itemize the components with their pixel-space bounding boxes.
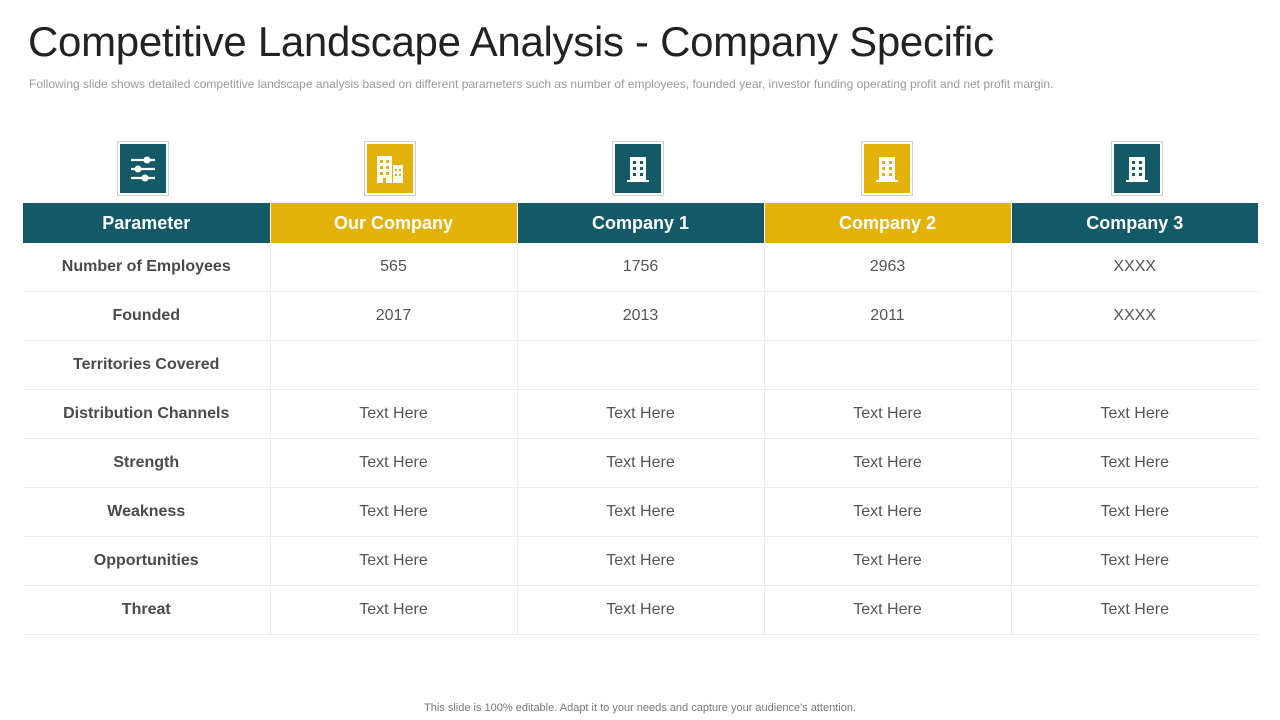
buildings-icon [367,144,413,193]
table-cell: Text Here [517,487,765,537]
table-row: Weakness Text Here Text Here Text Here T… [23,487,1258,537]
table-cell: 565 [270,243,518,292]
table-cell [270,340,518,390]
table-cell: 2011 [764,291,1012,341]
slide-subtitle: Following slide shows detailed competiti… [29,77,1054,91]
table-cell: Text Here [270,585,518,635]
table-cell: Text Here [1011,389,1258,439]
table-row: Opportunities Text Here Text Here Text H… [23,536,1258,586]
table-row: Number of Employees 565 1756 2963 XXXX [23,243,1258,292]
table-header-row: Parameter Our Company Company 1 Company … [23,203,1258,243]
table-cell: 2017 [270,291,518,341]
parameter-icon-box [117,141,169,196]
table-cell: Text Here [1011,585,1258,635]
table-row: Founded 2017 2013 2011 XXXX [23,291,1258,341]
office-building-icon [615,144,661,193]
table-cell: Text Here [1011,487,1258,537]
table-cell [764,340,1012,390]
company-2-icon-box [861,141,913,196]
table-cell: Text Here [764,389,1012,439]
header-company-3: Company 3 [1011,203,1258,243]
table-row: Territories Covered [23,340,1258,390]
table-cell: XXXX [1011,291,1258,341]
table-cell: Text Here [517,389,765,439]
table-cell: XXXX [1011,243,1258,292]
row-parameter-label: Distribution Channels [23,389,271,439]
row-parameter-label: Strength [23,438,271,488]
comparison-table: Parameter Our Company Company 1 Company … [23,203,1258,635]
table-cell: Text Here [764,438,1012,488]
slide-footer: This slide is 100% editable. Adapt it to… [424,702,856,714]
row-parameter-label: Weakness [23,487,271,537]
table-cell: Text Here [270,536,518,586]
company-1-icon-box [612,141,664,196]
our-company-icon-box [364,141,416,196]
header-company-2: Company 2 [764,203,1012,243]
table-cell [517,340,765,390]
header-our-company: Our Company [270,203,518,243]
table-cell: Text Here [270,438,518,488]
row-parameter-label: Number of Employees [23,243,271,292]
table-cell: Text Here [270,487,518,537]
table-cell: Text Here [270,389,518,439]
table-cell: 2013 [517,291,765,341]
row-parameter-label: Territories Covered [23,340,271,390]
table-cell: Text Here [764,536,1012,586]
header-parameter: Parameter [23,203,271,243]
row-parameter-label: Threat [23,585,271,635]
table-cell: 1756 [517,243,765,292]
column-icons [23,141,1257,199]
slide-title: Competitive Landscape Analysis - Company… [28,18,994,65]
table-cell: Text Here [1011,438,1258,488]
table-cell: Text Here [764,585,1012,635]
table-cell [1011,340,1258,390]
table-cell: Text Here [1011,536,1258,586]
table-row: Threat Text Here Text Here Text Here Tex… [23,585,1258,635]
table-row: Strength Text Here Text Here Text Here T… [23,438,1258,488]
office-building-icon [1114,144,1160,193]
row-parameter-label: Opportunities [23,536,271,586]
table-row: Distribution Channels Text Here Text Her… [23,389,1258,439]
table-cell: Text Here [764,487,1012,537]
company-3-icon-box [1111,141,1163,196]
table-cell: 2963 [764,243,1012,292]
office-building-icon [864,144,910,193]
header-company-1: Company 1 [517,203,765,243]
table-cell: Text Here [517,438,765,488]
table-cell: Text Here [517,585,765,635]
table-cell: Text Here [517,536,765,586]
row-parameter-label: Founded [23,291,271,341]
sliders-icon [120,144,166,193]
